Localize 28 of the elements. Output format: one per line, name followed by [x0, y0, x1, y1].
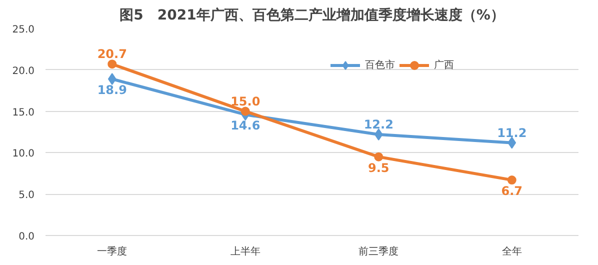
data-label: 20.7 [97, 47, 127, 62]
data-label: 6.7 [501, 184, 523, 198]
point [374, 128, 383, 140]
point [508, 136, 516, 149]
y-tick-label: 15.0 [12, 107, 34, 118]
y-tick-label: 25.0 [12, 24, 34, 36]
y-tick-label: 0.0 [18, 232, 35, 242]
point [507, 176, 516, 185]
legend-label: 百色市 [365, 58, 395, 72]
data-label: 12.2 [364, 117, 394, 132]
data-label: 15.0 [230, 94, 260, 108]
y-tick-label: 20.0 [12, 66, 34, 77]
chart-title: 图5 2021年广西、百色第二产业增加值季度增长速度（%） [120, 6, 504, 24]
y-tick-label: 10.0 [12, 148, 34, 160]
x-tick-label: 一季度 [97, 246, 128, 258]
data-label: 9.5 [368, 160, 390, 175]
x-tick-label: 前三季度 [358, 246, 399, 258]
legend-label: 广西 [434, 58, 454, 72]
data-label: 18.9 [97, 83, 127, 98]
point [108, 73, 116, 86]
x-tick-label: 全年 [502, 246, 522, 258]
data-label: 14.6 [230, 118, 260, 133]
y-tick-label: 5.0 [18, 190, 35, 202]
data-label: 11.2 [497, 126, 527, 140]
point [108, 60, 117, 69]
x-tick-label: 上半年 [230, 246, 260, 258]
point [374, 152, 384, 162]
point [240, 106, 250, 116]
